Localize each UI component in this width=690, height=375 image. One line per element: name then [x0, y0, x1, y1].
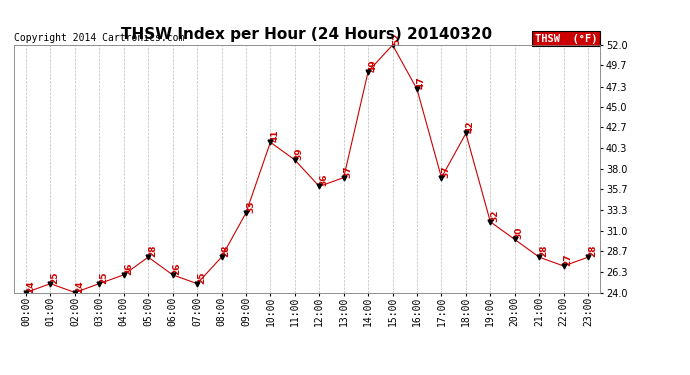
Text: 52: 52	[393, 33, 402, 45]
Text: 24: 24	[26, 280, 35, 292]
Text: 25: 25	[99, 271, 108, 284]
Text: 37: 37	[344, 165, 353, 178]
Text: 28: 28	[148, 244, 157, 257]
Text: THSW  (°F): THSW (°F)	[535, 34, 598, 44]
Text: 41: 41	[270, 130, 279, 142]
Text: 37: 37	[442, 165, 451, 178]
Text: 25: 25	[197, 271, 206, 284]
Text: 24: 24	[75, 280, 84, 292]
Text: 26: 26	[124, 262, 132, 275]
Text: 28: 28	[221, 244, 230, 257]
Text: 39: 39	[295, 147, 304, 160]
Title: THSW Index per Hour (24 Hours) 20140320: THSW Index per Hour (24 Hours) 20140320	[121, 27, 493, 42]
Text: 25: 25	[50, 271, 59, 284]
Text: 28: 28	[539, 244, 549, 257]
Text: 42: 42	[466, 121, 475, 134]
Text: Copyright 2014 Cartronics.com: Copyright 2014 Cartronics.com	[14, 33, 184, 42]
Text: 32: 32	[491, 209, 500, 222]
Text: 36: 36	[319, 174, 328, 186]
Text: 26: 26	[172, 262, 181, 275]
Text: 30: 30	[515, 227, 524, 240]
Text: 47: 47	[417, 76, 426, 89]
Text: 28: 28	[588, 244, 597, 257]
Text: 33: 33	[246, 201, 255, 213]
Text: 49: 49	[368, 59, 377, 72]
Text: 27: 27	[564, 254, 573, 266]
